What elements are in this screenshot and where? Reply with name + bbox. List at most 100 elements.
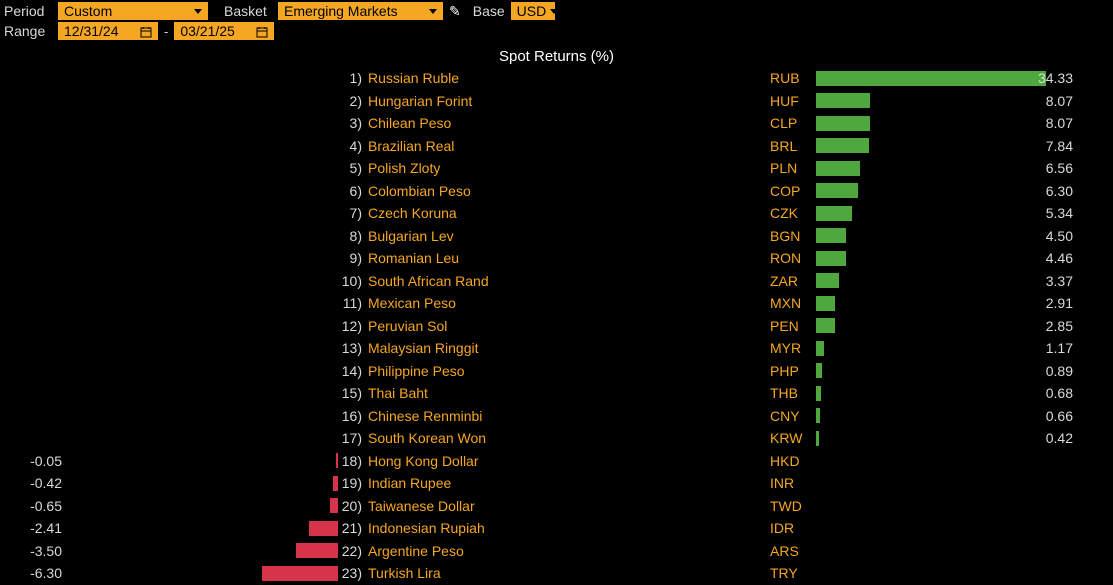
row-currency-name: Colombian Peso bbox=[368, 183, 471, 199]
row-currency-name: Brazilian Real bbox=[368, 138, 454, 154]
row-currency-code: CLP bbox=[770, 115, 797, 131]
positive-bar bbox=[816, 161, 860, 176]
positive-bar bbox=[816, 71, 1046, 86]
range-label: Range bbox=[4, 23, 52, 39]
period-select[interactable]: Custom bbox=[58, 2, 208, 20]
chart-row[interactable]: 10)South African RandZAR3.37 bbox=[0, 270, 1113, 293]
chart-row[interactable]: 23)Turkish LiraTRY-6.30 bbox=[0, 562, 1113, 585]
row-rank: 8) bbox=[338, 228, 362, 244]
positive-bar bbox=[816, 228, 846, 243]
row-value: -3.50 bbox=[12, 543, 62, 559]
chart-row[interactable]: 17)South Korean WonKRW0.42 bbox=[0, 427, 1113, 450]
calendar-icon bbox=[140, 25, 152, 37]
toolbar-row-1: Period Custom Basket Emerging Markets ✎ … bbox=[4, 2, 1109, 20]
row-currency-name: Chilean Peso bbox=[368, 115, 451, 131]
row-currency-code: HKD bbox=[770, 453, 800, 469]
negative-bar-zone bbox=[309, 521, 338, 536]
pencil-icon[interactable]: ✎ bbox=[449, 3, 461, 20]
row-currency-code: TRY bbox=[770, 565, 798, 581]
row-value: 2.85 bbox=[1046, 318, 1073, 334]
row-rank: 13) bbox=[338, 340, 362, 356]
chart-row[interactable]: 1)Russian RubleRUB34.33 bbox=[0, 67, 1113, 90]
chart-row[interactable]: 22)Argentine PesoARS-3.50 bbox=[0, 540, 1113, 563]
row-value: 34.33 bbox=[1038, 70, 1073, 86]
row-value: 6.30 bbox=[1046, 183, 1073, 199]
chart-row[interactable]: 14)Philippine PesoPHP0.89 bbox=[0, 360, 1113, 383]
chart-row[interactable]: 7) Czech Koruna CZK 5.34 bbox=[0, 202, 1113, 225]
row-currency-code: THB bbox=[770, 385, 798, 401]
positive-bar bbox=[816, 296, 835, 311]
row-currency-name: Hong Kong Dollar bbox=[368, 453, 479, 469]
row-rank: 7) bbox=[338, 205, 362, 221]
row-value: -0.05 bbox=[12, 453, 62, 469]
row-rank: 18) bbox=[338, 453, 362, 469]
negative-bar-zone bbox=[330, 498, 338, 513]
row-currency-code: PLN bbox=[770, 160, 797, 176]
positive-bar bbox=[816, 318, 835, 333]
positive-bar bbox=[816, 341, 824, 356]
negative-bar-zone bbox=[262, 566, 338, 581]
chart-row[interactable]: 11)Mexican PesoMXN2.91 bbox=[0, 292, 1113, 315]
row-rank: 2) bbox=[338, 93, 362, 109]
row-currency-name: Chinese Renminbi bbox=[368, 408, 482, 424]
chevron-down-icon bbox=[429, 9, 437, 14]
row-value: -6.30 bbox=[12, 565, 62, 581]
row-value: 1.17 bbox=[1046, 340, 1073, 356]
chart-row[interactable]: 15)Thai BahtTHB0.68 bbox=[0, 382, 1113, 405]
basket-select[interactable]: Emerging Markets bbox=[278, 2, 443, 20]
row-currency-code: CZK bbox=[770, 205, 798, 221]
chart-row[interactable]: 19)Indian RupeeINR-0.42 bbox=[0, 472, 1113, 495]
row-currency-code: TWD bbox=[770, 498, 802, 514]
chart-row[interactable]: 13)Malaysian RinggitMYR1.17 bbox=[0, 337, 1113, 360]
negative-bar bbox=[336, 453, 338, 468]
row-rank: 12) bbox=[338, 318, 362, 334]
base-select[interactable]: USD bbox=[511, 2, 555, 20]
chart-row[interactable]: 21)Indonesian RupiahIDR-2.41 bbox=[0, 517, 1113, 540]
row-currency-name: Philippine Peso bbox=[368, 363, 465, 379]
row-currency-name: Hungarian Forint bbox=[368, 93, 472, 109]
chart-row[interactable]: 4)Brazilian RealBRL7.84 bbox=[0, 135, 1113, 158]
row-rank: 4) bbox=[338, 138, 362, 154]
row-value: 6.56 bbox=[1046, 160, 1073, 176]
range-to-input[interactable]: 03/21/25 bbox=[174, 22, 274, 40]
row-currency-name: Czech Koruna bbox=[368, 205, 457, 221]
row-currency-name: Peruvian Sol bbox=[368, 318, 447, 334]
chart-row[interactable]: 12)Peruvian SolPEN2.85 bbox=[0, 315, 1113, 338]
row-currency-name: Thai Baht bbox=[368, 385, 428, 401]
positive-bar bbox=[816, 116, 870, 131]
negative-bar-zone bbox=[336, 453, 338, 468]
range-dash: - bbox=[164, 24, 168, 39]
chart-row[interactable]: 6)Colombian PesoCOP6.30 bbox=[0, 180, 1113, 203]
toolbar-row-2: Range 12/31/24 - 03/21/25 bbox=[4, 22, 1109, 40]
row-currency-name: South African Rand bbox=[368, 273, 489, 289]
chart-row[interactable]: 20)Taiwanese DollarTWD-0.65 bbox=[0, 495, 1113, 518]
chart-row[interactable]: 16)Chinese RenminbiCNY0.66 bbox=[0, 405, 1113, 428]
row-currency-name: Turkish Lira bbox=[368, 565, 441, 581]
row-currency-code: BGN bbox=[770, 228, 800, 244]
row-currency-name: Russian Ruble bbox=[368, 70, 459, 86]
row-currency-code: INR bbox=[770, 475, 794, 491]
chart-row[interactable]: 18) Hong Kong Dollar HKD -0.05 bbox=[0, 450, 1113, 473]
row-currency-name: South Korean Won bbox=[368, 430, 486, 446]
row-currency-name: Argentine Peso bbox=[368, 543, 464, 559]
base-value: USD bbox=[517, 3, 547, 19]
row-value: -0.65 bbox=[12, 498, 62, 514]
range-from-input[interactable]: 12/31/24 bbox=[58, 22, 158, 40]
row-value: -0.42 bbox=[12, 475, 62, 491]
chart-row[interactable]: 3)Chilean PesoCLP8.07 bbox=[0, 112, 1113, 135]
negative-bar bbox=[333, 476, 338, 491]
row-value: 5.34 bbox=[1046, 205, 1073, 221]
row-currency-name: Bulgarian Lev bbox=[368, 228, 454, 244]
row-currency-name: Indian Rupee bbox=[368, 475, 451, 491]
chart-row[interactable]: 2)Hungarian ForintHUF8.07 bbox=[0, 90, 1113, 113]
chart-row[interactable]: 5)Polish ZlotyPLN6.56 bbox=[0, 157, 1113, 180]
row-currency-name: Taiwanese Dollar bbox=[368, 498, 475, 514]
chart-row[interactable]: 9)Romanian LeuRON4.46 bbox=[0, 247, 1113, 270]
row-currency-code: MXN bbox=[770, 295, 801, 311]
row-currency-code: ARS bbox=[770, 543, 799, 559]
negative-bar-zone bbox=[296, 543, 338, 558]
row-value: 8.07 bbox=[1046, 93, 1073, 109]
row-rank: 21) bbox=[338, 520, 362, 536]
period-label: Period bbox=[4, 3, 52, 19]
chart-row[interactable]: 8)Bulgarian LevBGN4.50 bbox=[0, 225, 1113, 248]
